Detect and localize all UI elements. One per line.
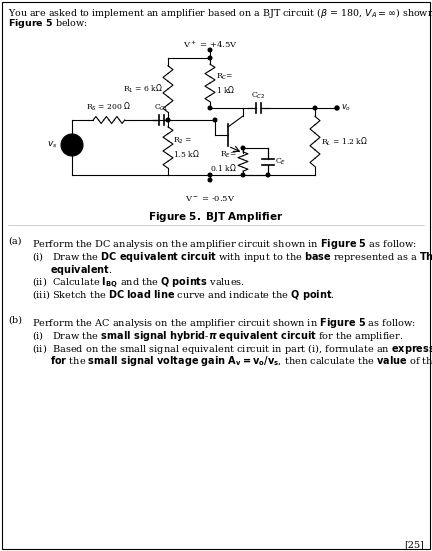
Text: (iii) Sketch the $\mathbf{DC\ load\ line}$ curve and indicate the $\mathbf{Q\ po: (iii) Sketch the $\mathbf{DC\ load\ line… bbox=[32, 288, 335, 302]
Text: (a): (a) bbox=[8, 237, 22, 246]
Circle shape bbox=[335, 106, 339, 110]
Text: R$_1$ = 6 k$\Omega$: R$_1$ = 6 k$\Omega$ bbox=[123, 83, 163, 95]
Text: (i)   Draw the $\mathbf{small\ signal\ hybrid}$-$\boldsymbol{\pi}$ $\mathbf{equi: (i) Draw the $\mathbf{small\ signal\ hyb… bbox=[32, 329, 403, 343]
Circle shape bbox=[313, 106, 317, 110]
Circle shape bbox=[208, 106, 212, 110]
Circle shape bbox=[241, 146, 245, 150]
Circle shape bbox=[61, 134, 83, 156]
Circle shape bbox=[208, 56, 212, 60]
Text: $\mathbf{for}$ the $\mathbf{small\ signal\ voltage\ gain}$ $\mathbf{A_v = v_o/v_: $\mathbf{for}$ the $\mathbf{small\ signa… bbox=[50, 354, 432, 368]
Circle shape bbox=[208, 48, 212, 52]
Text: (ii)  Calculate $\mathbf{I_{BQ}}$ and the $\mathbf{Q\ points}$ values.: (ii) Calculate $\mathbf{I_{BQ}}$ and the… bbox=[32, 276, 245, 290]
Text: R$_C$=
1 k$\Omega$: R$_C$= 1 k$\Omega$ bbox=[216, 71, 235, 95]
Text: $v_s$: $v_s$ bbox=[48, 140, 58, 150]
Text: Perform the DC analysis on the amplifier circuit shown in $\mathbf{Figure\ 5}$ a: Perform the DC analysis on the amplifier… bbox=[32, 237, 417, 251]
Text: $\mathbf{equivalent}$.: $\mathbf{equivalent}$. bbox=[50, 263, 113, 277]
Text: −: − bbox=[68, 144, 76, 154]
Circle shape bbox=[208, 173, 212, 177]
Circle shape bbox=[166, 118, 170, 122]
Circle shape bbox=[208, 178, 212, 182]
Text: V$^-$ = -0.5V: V$^-$ = -0.5V bbox=[185, 194, 235, 204]
Circle shape bbox=[266, 173, 270, 177]
Text: $\mathbf{Figure\ 5}$ below:: $\mathbf{Figure\ 5}$ below: bbox=[8, 17, 88, 30]
Text: C$_E$: C$_E$ bbox=[275, 156, 286, 167]
Text: +: + bbox=[69, 137, 76, 145]
Text: R$_L$ = 1.2 k$\Omega$: R$_L$ = 1.2 k$\Omega$ bbox=[321, 135, 368, 148]
Circle shape bbox=[241, 173, 245, 177]
Text: (ii)  Based on the small signal equivalent circuit in part (i), formulate an $\m: (ii) Based on the small signal equivalen… bbox=[32, 342, 432, 355]
Text: R$_E$=
0.1 k$\Omega$: R$_E$= 0.1 k$\Omega$ bbox=[210, 150, 237, 173]
Text: [25]: [25] bbox=[404, 540, 424, 549]
Text: C$_{C1}$: C$_{C1}$ bbox=[154, 102, 169, 113]
Text: V$^+$ = +4.5V: V$^+$ = +4.5V bbox=[183, 38, 237, 50]
Text: $\mathbf{Figure\ 5.\ BJT\ Amplifier}$: $\mathbf{Figure\ 5.\ BJT\ Amplifier}$ bbox=[148, 210, 284, 224]
Text: You are asked to implement an amplifier based on a BJT circuit ($\beta$ = 180, $: You are asked to implement an amplifier … bbox=[8, 6, 432, 20]
Text: (b): (b) bbox=[8, 316, 22, 325]
Text: C$_{C2}$: C$_{C2}$ bbox=[251, 90, 265, 101]
Text: Perform the AC analysis on the amplifier circuit shown in $\mathbf{Figure\ 5}$ a: Perform the AC analysis on the amplifier… bbox=[32, 316, 416, 329]
Text: R$_2$ =
1.5 k$\Omega$: R$_2$ = 1.5 k$\Omega$ bbox=[173, 136, 200, 159]
Text: (i)   Draw the $\mathbf{DC\ equivalent\ circuit}$ with input to the $\mathbf{bas: (i) Draw the $\mathbf{DC\ equivalent\ ci… bbox=[32, 251, 432, 264]
Circle shape bbox=[213, 118, 217, 122]
Text: R$_S$ = 200 $\Omega$: R$_S$ = 200 $\Omega$ bbox=[86, 100, 132, 113]
Text: $v_o$: $v_o$ bbox=[341, 102, 351, 114]
